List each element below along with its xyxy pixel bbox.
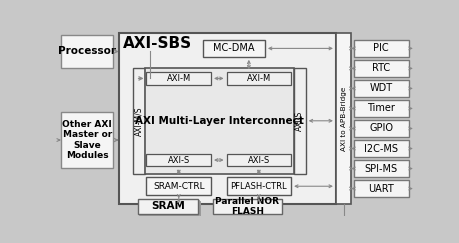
- Bar: [146, 177, 211, 195]
- Text: SPI-MS: SPI-MS: [364, 164, 397, 174]
- Text: PFLASH-CTRL: PFLASH-CTRL: [230, 182, 286, 191]
- Text: SRAM: SRAM: [151, 201, 185, 211]
- Bar: [139, 200, 199, 215]
- Text: AXI-M/S: AXI-M/S: [134, 106, 143, 136]
- Bar: [146, 72, 211, 85]
- Bar: [145, 68, 293, 174]
- Bar: [226, 177, 291, 195]
- Text: AXI-M: AXI-M: [166, 74, 190, 83]
- Text: Parallel NOR
FLASH: Parallel NOR FLASH: [215, 197, 279, 216]
- Bar: [353, 60, 408, 77]
- Text: MC-DMA: MC-DMA: [213, 43, 254, 53]
- Bar: [226, 72, 291, 85]
- Bar: [212, 199, 281, 214]
- Bar: [353, 40, 408, 57]
- Bar: [140, 201, 200, 216]
- Bar: [138, 199, 197, 214]
- Text: AXI-S: AXI-S: [167, 156, 190, 165]
- Bar: [353, 120, 408, 137]
- Text: GPIO: GPIO: [369, 123, 392, 133]
- Text: PIC: PIC: [373, 43, 388, 53]
- Text: AXI-M: AXI-M: [246, 74, 270, 83]
- Bar: [203, 40, 264, 57]
- Text: RTC: RTC: [371, 63, 390, 73]
- Text: UART: UART: [368, 183, 393, 194]
- Text: AXI-S: AXI-S: [247, 156, 269, 165]
- Bar: [353, 160, 408, 177]
- Bar: [226, 154, 291, 166]
- Text: WDT: WDT: [369, 83, 392, 94]
- Bar: [353, 180, 408, 197]
- Bar: [353, 140, 408, 157]
- Text: Other AXI
Master or
Slave
Modules: Other AXI Master or Slave Modules: [62, 120, 112, 160]
- Text: AXI-S: AXI-S: [295, 111, 303, 131]
- Text: AXI-SBS: AXI-SBS: [123, 36, 192, 51]
- Bar: [353, 80, 408, 97]
- Text: AXI to APB-Bridge: AXI to APB-Bridge: [340, 86, 346, 151]
- Text: SRAM-CTRL: SRAM-CTRL: [153, 182, 204, 191]
- Bar: [353, 100, 408, 117]
- Text: I2C-MS: I2C-MS: [364, 144, 397, 154]
- Bar: [146, 154, 211, 166]
- Text: AXI Multi-Layer Interconnect: AXI Multi-Layer Interconnect: [134, 116, 303, 126]
- Bar: [118, 33, 335, 204]
- Bar: [132, 68, 145, 174]
- Bar: [61, 112, 113, 168]
- Bar: [61, 35, 113, 69]
- Text: Timer: Timer: [367, 104, 394, 113]
- Bar: [335, 33, 351, 204]
- Bar: [293, 68, 305, 174]
- Text: Processor: Processor: [58, 46, 116, 56]
